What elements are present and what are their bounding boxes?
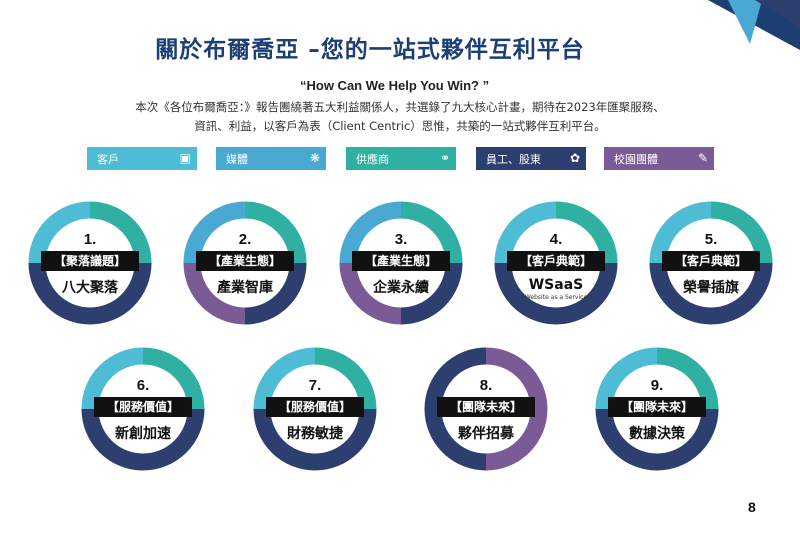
corner-decoration: [708, 0, 800, 50]
project-category: 【服務價值】: [94, 397, 192, 417]
project-name: 新創加速: [115, 426, 171, 442]
ring-segment: [485, 408, 548, 471]
ring-segment: [89, 201, 152, 264]
project-ring: 8. 【團隊未來】 夥伴招募: [423, 346, 549, 472]
ring-segment: [183, 262, 246, 325]
page-number: 8: [748, 499, 756, 515]
stakeholder-label: 客戶: [97, 153, 119, 166]
ring-chart: [595, 347, 719, 471]
project-name: 夥伴招募: [458, 426, 514, 442]
ring-segment: [89, 262, 152, 325]
ring-segment: [485, 347, 548, 410]
hands-icon: ✿: [569, 151, 580, 165]
description-line-2: 資訊、利益，以客戶為表（Client Centric）思惟，共築的一站式夥伴互利…: [194, 119, 606, 133]
stakeholder-customer: 客戶 ▣: [87, 147, 197, 170]
project-name: 數據決策: [629, 426, 685, 442]
project-category: 【產業生態】: [196, 251, 294, 271]
ring-segment: [595, 408, 658, 471]
project-ring: 1. 【聚落議題】 八大聚落: [27, 200, 153, 326]
network-icon: ❋: [309, 151, 320, 165]
project-ring: 3. 【產業生態】 企業永續: [338, 200, 464, 326]
project-number: 9.: [650, 377, 664, 394]
ring-segment: [656, 408, 719, 471]
project-name: 產業智庫: [217, 280, 273, 296]
ring-segment: [244, 201, 307, 264]
project-ring: 2. 【產業生態】 產業智庫: [182, 200, 308, 326]
ring-chart: [253, 347, 377, 471]
project-ring: 9. 【團隊未來】 數據決策: [594, 346, 720, 472]
project-name: 財務敏捷: [287, 426, 343, 442]
ring-segment: [142, 408, 205, 471]
stakeholder-label: 媒體: [226, 153, 248, 166]
ring-segment: [142, 347, 205, 410]
project-number: 6.: [136, 377, 150, 394]
project-ring: 5. 【客戶典範】 榮譽插旗: [648, 200, 774, 326]
tagline-quote: “How Can We Help You Win? ”: [300, 78, 490, 93]
project-category: 【團隊未來】: [608, 397, 706, 417]
project-category: 【服務價值】: [266, 397, 364, 417]
briefcase-icon: ▣: [179, 151, 191, 165]
project-subtitle: (Website as a Service): [522, 294, 590, 301]
project-name: 榮譽插旗: [683, 280, 739, 296]
ring-segment: [424, 347, 487, 410]
description-line-1: 本次《各位布爾喬亞：》報告團繞著五大利益關係人，共選錄了九大核心計畫，期待在20…: [135, 100, 665, 114]
stakeholder-employees-shareholders: 員工、股東 ✿: [476, 147, 586, 170]
ring-segment: [28, 201, 91, 264]
project-ring: 4. 【客戶典範】 WSaaS (Website as a Service): [493, 200, 619, 326]
ring-chart: [339, 201, 463, 325]
ring-segment: [183, 201, 246, 264]
project-number: 2.: [238, 231, 252, 248]
project-category: 【客戶典範】: [662, 251, 760, 271]
project-name: 企業永續: [373, 280, 429, 296]
stakeholder-media: 媒體 ❋: [216, 147, 326, 170]
ring-segment: [595, 347, 658, 410]
stakeholder-label: 員工、股東: [486, 153, 541, 166]
clipboard-icon: ✎: [697, 151, 708, 165]
ring-segment: [253, 347, 316, 410]
ring-segment: [81, 347, 144, 410]
ring-segment: [244, 262, 307, 325]
project-category: 【客戶典範】: [507, 251, 605, 271]
stakeholder-supplier: 供應商 ⚭: [346, 147, 456, 170]
ring-segment: [555, 262, 618, 325]
stakeholder-campus-groups: 校園團體 ✎: [604, 147, 714, 170]
stakeholder-label: 校園團體: [614, 153, 658, 166]
ring-segment: [649, 262, 712, 325]
ring-segment: [710, 262, 773, 325]
project-number: 5.: [704, 231, 718, 248]
project-category: 【團隊未來】: [437, 397, 535, 417]
project-number: 4.: [549, 231, 563, 248]
handshake-icon: ⚭: [439, 151, 450, 165]
project-number: 3.: [394, 231, 408, 248]
ring-segment: [555, 201, 618, 264]
ring-segment: [339, 201, 402, 264]
ring-segment: [656, 347, 719, 410]
ring-segment: [400, 262, 463, 325]
project-ring: 7. 【服務價值】 財務敏捷: [252, 346, 378, 472]
project-number: 7.: [308, 377, 322, 394]
ring-segment: [424, 408, 487, 471]
project-number: 1.: [83, 231, 97, 248]
stakeholder-label: 供應商: [356, 153, 389, 166]
ring-segment: [400, 201, 463, 264]
ring-segment: [494, 262, 557, 325]
project-category: 【產業生態】: [352, 251, 450, 271]
project-name: WSaaS: [528, 277, 584, 293]
ring-segment: [710, 201, 773, 264]
page-title: 關於布爾喬亞 –您的一站式夥伴互利平台: [155, 37, 585, 63]
ring-segment: [339, 262, 402, 325]
project-number: 8.: [479, 377, 493, 394]
ring-segment: [314, 408, 377, 471]
project-name: 八大聚落: [62, 280, 118, 296]
ring-segment: [649, 201, 712, 264]
ring-segment: [81, 408, 144, 471]
ring-segment: [494, 201, 557, 264]
project-category: 【聚落議題】: [41, 251, 139, 271]
project-ring: 6. 【服務價值】 新創加速: [80, 346, 206, 472]
ring-segment: [28, 262, 91, 325]
ring-segment: [314, 347, 377, 410]
ring-segment: [253, 408, 316, 471]
